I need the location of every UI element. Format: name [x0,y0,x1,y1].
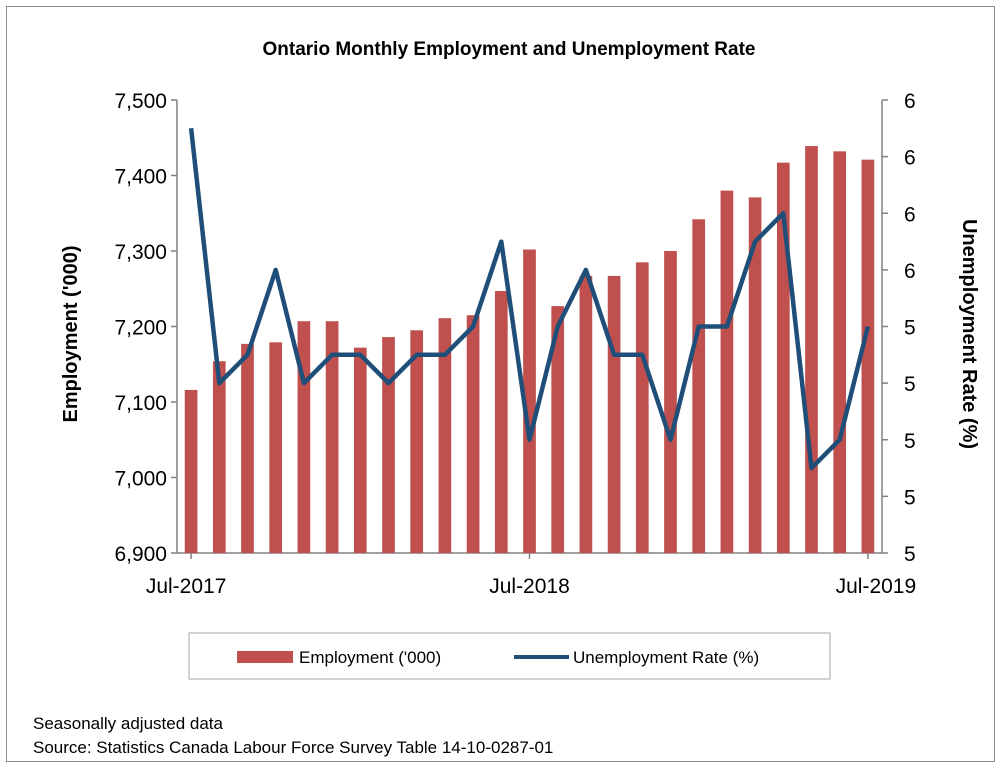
legend-box [188,632,831,680]
employment-bar [523,249,536,554]
employment-bar [184,389,198,553]
x-tick-label: Jul-2019 [836,575,917,598]
y-axis-right-label: Unemployment Rate (%) [958,219,980,449]
y-left-tick-label: 6,900 [114,543,167,566]
employment-bar [635,262,649,553]
y-left-tick-label: 7,300 [114,241,167,264]
employment-bar [607,275,621,553]
y-right-tick-label: 5 [904,430,916,453]
employment-bar [805,146,818,553]
employment-bar [551,306,565,553]
y-right-tick-label: 5 [904,373,916,396]
legend-unemployment-label: Unemployment Rate (%) [573,648,759,667]
employment-bar [833,151,847,553]
y-axis-left-label: Employment ('000) [60,245,82,422]
y-right-tick-label: 6 [904,147,916,170]
chart-frame: Ontario Monthly Employment and Unemploym… [6,6,995,762]
unemployment-rate-line [188,128,871,471]
y-left-tick-label: 7,000 [114,468,167,491]
note-source: Source: Statistics Canada Labour Force S… [33,738,554,757]
legend: Employment ('000) Unemployment Rate (%) [188,632,831,680]
employment-bar [410,330,424,553]
y-right-tick-label: 5 [904,317,916,340]
employment-bar [748,197,762,553]
employment-bar [241,343,254,553]
employment-bar [325,321,339,553]
y-right-tick-label: 5 [904,486,916,509]
note-seasonally-adjusted: Seasonally adjusted data [33,714,223,733]
chart-title: Ontario Monthly Employment and Unemploym… [263,39,756,60]
employment-bar [664,251,677,553]
y-right-tick-label: 6 [904,260,916,283]
x-tick-label: Jul-2018 [489,575,570,598]
combo-chart: Ontario Monthly Employment and Unemploym… [60,39,980,680]
y-left-tick-label: 7,100 [114,392,167,415]
employment-bar [353,347,367,553]
y-left-tick-label: 7,500 [114,90,167,113]
y-right-tick-label: 5 [904,543,916,566]
x-tick-label: Jul-2017 [146,575,227,598]
legend-employment-label: Employment ('000) [299,648,441,667]
legend-employment-swatch [237,651,293,663]
employment-bar [466,315,480,553]
y-right-tick-label: 6 [904,90,916,113]
y-left-tick-label: 7,200 [114,317,167,340]
employment-bar [579,275,593,553]
employment-bar [720,190,734,553]
employment-bar [269,342,283,553]
employment-bar [382,337,395,553]
y-left-tick-label: 7,400 [114,166,167,189]
y-right-tick-label: 6 [904,203,916,226]
employment-bar [494,291,508,553]
employment-bar [692,219,706,554]
employment-bar [212,361,226,553]
employment-bar [861,159,875,553]
employment-bar [438,318,452,553]
